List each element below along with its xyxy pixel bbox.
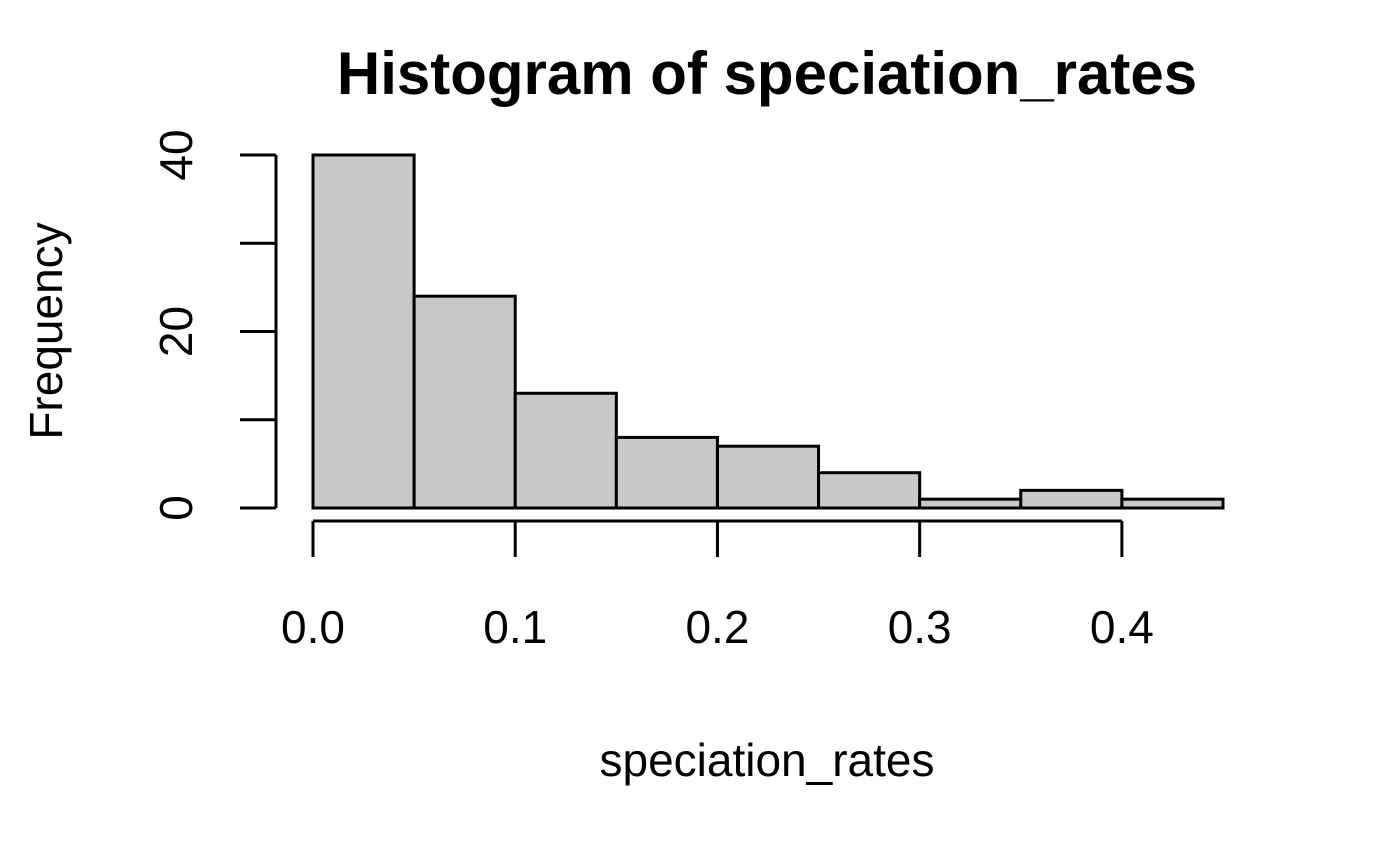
histogram-bar xyxy=(715,444,821,510)
y-tick-label: 40 xyxy=(150,129,202,180)
x-tick-label: 0.3 xyxy=(888,601,952,653)
histogram-bar xyxy=(311,153,416,510)
x-tick-label: 0.0 xyxy=(281,601,345,653)
histogram-bar xyxy=(918,497,1023,510)
bars-group xyxy=(311,153,1225,510)
x-axis-label: speciation_rates xyxy=(600,734,935,786)
y-axis: 0 20 40 xyxy=(150,129,278,521)
histogram-bar xyxy=(1120,497,1225,510)
y-tick-label: 0 xyxy=(150,495,202,521)
histogram-bar xyxy=(1019,488,1124,510)
y-axis-label: Frequency xyxy=(20,222,72,439)
x-tick-label: 0.4 xyxy=(1090,601,1154,653)
x-axis: 0.0 0.1 0.2 0.3 0.4 xyxy=(281,519,1154,653)
y-tick-label: 20 xyxy=(150,306,202,357)
x-tick-label: 0.1 xyxy=(483,601,547,653)
x-tick-label: 0.2 xyxy=(685,601,749,653)
histogram-bar xyxy=(513,391,618,510)
histogram-bar xyxy=(817,471,922,510)
histogram-bar xyxy=(412,294,517,510)
chart-title: Histogram of speciation_rates xyxy=(337,40,1197,107)
histogram-bar xyxy=(614,435,719,510)
